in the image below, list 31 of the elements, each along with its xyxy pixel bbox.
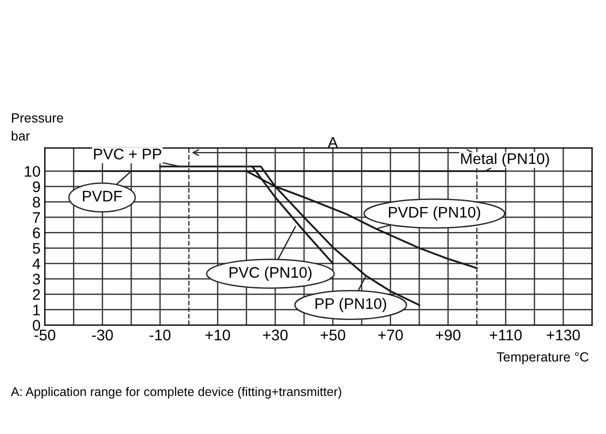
y-tick-label: 3: [32, 274, 40, 285]
annotation: PVC (PN10): [230, 266, 312, 281]
y-tick-label: 9: [32, 181, 40, 192]
y-tick-label: 5: [32, 243, 40, 254]
text: A: [328, 137, 338, 148]
y-tick-label: 4: [32, 258, 40, 270]
x-tick-label: -50: [34, 330, 56, 340]
y-tick-label: 7: [32, 212, 40, 223]
annotation: PVDF: [82, 190, 122, 202]
y-tick-label: 0: [32, 320, 40, 331]
y-tick-label: 6: [32, 228, 40, 238]
annotation: PVC + PP: [94, 148, 162, 160]
y-tick-label: 8: [32, 196, 40, 208]
y-tick-label: 2: [32, 289, 40, 300]
x-tick-label: +90: [436, 330, 460, 340]
x-tick-label: +30: [263, 330, 288, 340]
x-tick-label: +50: [320, 330, 346, 340]
x-tick-label: -10: [150, 330, 170, 340]
text: A: Application range for complete device (fitting+transmitter): [10, 386, 342, 399]
annotation: Metal (PN10): [461, 152, 549, 168]
x-tick-label: +130: [546, 330, 580, 340]
x-tick-label: +70: [378, 330, 403, 340]
y-axis-title: Pressure bar: [12, 113, 64, 141]
y-tick-label: 10: [24, 166, 40, 177]
annotation: PVDF (PN10): [388, 206, 480, 221]
x-tick-label: -30: [92, 330, 113, 340]
annotation: PP (PN10): [316, 298, 386, 312]
y-tick-label: 1: [33, 304, 40, 316]
x-tick-label: +10: [205, 330, 230, 340]
x-axis-title: Temperature °C: [496, 352, 589, 364]
x-tick-label: +110: [490, 330, 522, 340]
